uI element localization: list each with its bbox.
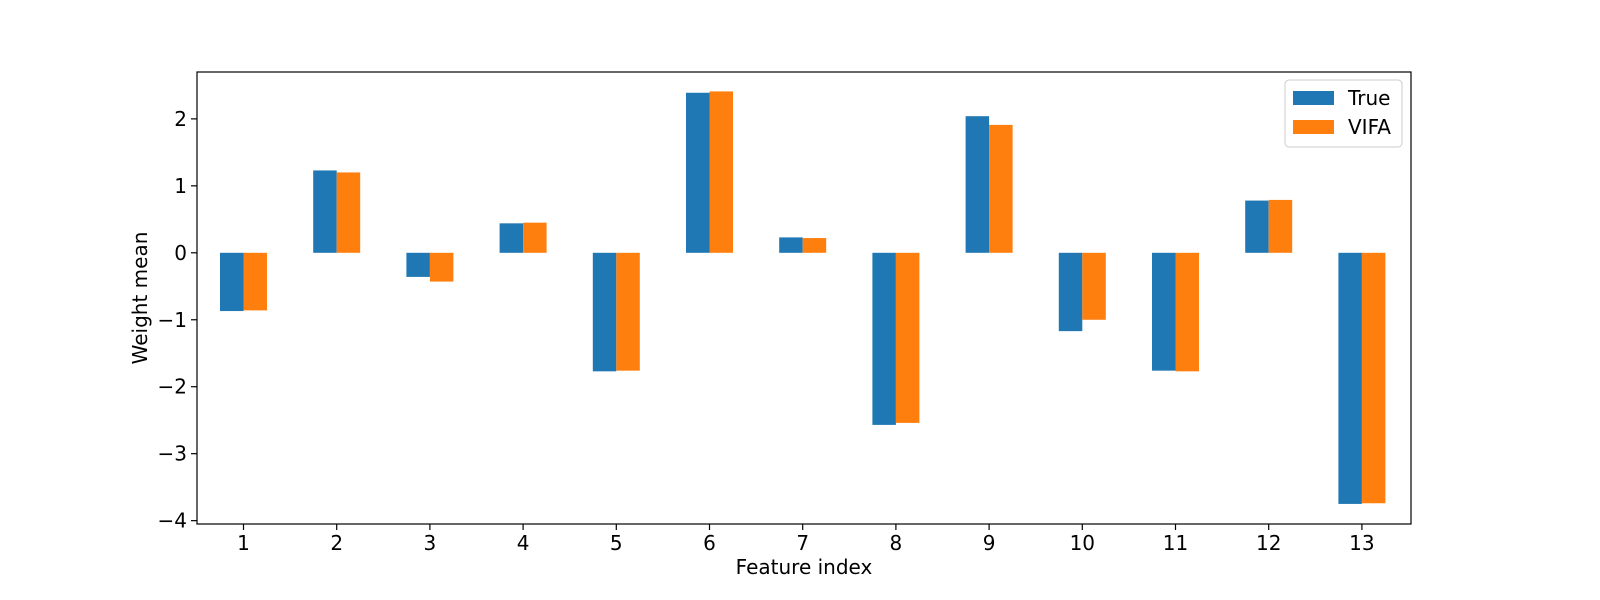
legend-swatch-true — [1293, 91, 1334, 105]
bar-vifa-2 — [336, 172, 361, 253]
x-tick-label: 3 — [424, 531, 437, 555]
x-tick-label: 1 — [237, 531, 250, 555]
bar-vifa-12 — [1268, 199, 1293, 253]
x-tick-label: 9 — [983, 531, 996, 555]
x-tick-label: 2 — [330, 531, 343, 555]
bar-true-5 — [592, 252, 617, 372]
x-tick-label: 5 — [610, 531, 623, 555]
bar-vifa-9 — [989, 124, 1013, 253]
legend-label-true: True — [1347, 86, 1390, 110]
bar-true-1 — [220, 252, 244, 312]
bar-true-9 — [965, 116, 990, 253]
bar-true-13 — [1338, 252, 1362, 504]
x-tick-label: 10 — [1070, 531, 1095, 555]
bar-true-12 — [1245, 200, 1269, 253]
y-axis-title: Weight mean — [128, 232, 152, 365]
bar-vifa-4 — [523, 222, 547, 253]
y-tick-label: 2 — [174, 107, 187, 131]
bar-true-4 — [499, 223, 524, 253]
x-tick-label: 6 — [703, 531, 716, 555]
bar-vifa-6 — [709, 91, 733, 253]
y-tick-label: −1 — [158, 308, 187, 332]
y-tick-label: −4 — [158, 509, 187, 533]
bar-vifa-1 — [243, 252, 267, 311]
bar-true-10 — [1058, 252, 1083, 332]
legend: True VIFA — [1284, 79, 1403, 148]
bar-vifa-7 — [802, 238, 827, 253]
bar-vifa-3 — [429, 252, 454, 282]
x-tick-label: 11 — [1163, 531, 1188, 555]
bar-true-3 — [406, 252, 430, 277]
x-tick-label: 12 — [1256, 531, 1281, 555]
y-tick-label: 1 — [174, 174, 187, 198]
x-tick-label: 7 — [796, 531, 809, 555]
bar-vifa-13 — [1361, 252, 1386, 504]
bar-true-2 — [313, 170, 337, 253]
bars-group — [220, 91, 1386, 504]
bar-vifa-8 — [895, 252, 920, 423]
plot-area — [196, 71, 1412, 525]
x-axis: 1 2 3 4 5 6 7 8 9 10 11 12 13 — [237, 524, 1375, 555]
x-axis-title: Feature index — [736, 555, 873, 579]
bar-true-8 — [872, 252, 896, 425]
bar-vifa-10 — [1082, 252, 1106, 320]
y-tick-label: −2 — [158, 375, 187, 399]
legend-label-vifa: VIFA — [1348, 115, 1391, 139]
bar-true-7 — [779, 237, 803, 253]
y-tick-label: −3 — [158, 442, 187, 466]
legend-swatch-vifa — [1293, 120, 1334, 134]
y-tick-label: 0 — [174, 241, 187, 265]
bar-true-6 — [686, 92, 710, 253]
x-tick-label: 4 — [517, 531, 530, 555]
y-axis: −4 −3 −2 −1 0 1 2 — [158, 107, 197, 533]
x-tick-label: 13 — [1349, 531, 1374, 555]
bar-true-11 — [1152, 252, 1176, 371]
bar-vifa-11 — [1175, 252, 1199, 372]
bar-vifa-5 — [616, 252, 640, 371]
x-tick-label: 8 — [890, 531, 903, 555]
